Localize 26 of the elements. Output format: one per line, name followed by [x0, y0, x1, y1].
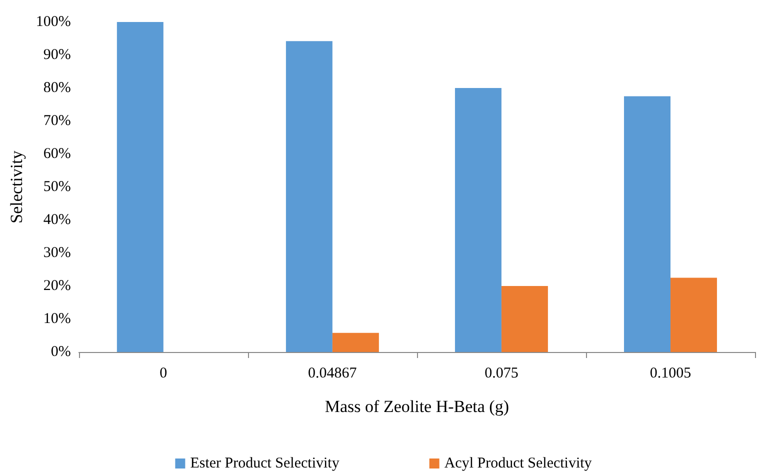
y-tick-label: 50% — [43, 179, 71, 195]
bar — [286, 41, 332, 352]
x-tick-label: 0.075 — [484, 366, 518, 382]
y-tick-label: 0% — [50, 344, 71, 360]
y-tick-label: 100% — [36, 14, 71, 30]
legend-label: Acyl Product Selectivity — [444, 456, 592, 472]
x-tick-label: 0.04867 — [308, 366, 358, 382]
x-tick-label: 0.1005 — [650, 366, 692, 382]
y-tick-label: 80% — [43, 80, 71, 96]
bar — [670, 278, 717, 352]
y-axis-title: Selectivity — [7, 150, 26, 224]
y-tick-label: 30% — [43, 245, 71, 261]
y-tick-label: 40% — [43, 212, 71, 228]
bar — [454, 88, 502, 352]
bar — [116, 22, 164, 352]
x-tick-label: 0 — [160, 366, 168, 382]
bar — [624, 96, 670, 352]
bar — [501, 286, 548, 352]
legend-label: Ester Product Selectivity — [190, 456, 340, 472]
y-tick-label: 10% — [43, 311, 71, 327]
y-tick-label: 20% — [43, 278, 71, 294]
y-tick-label: 70% — [43, 113, 71, 129]
y-tick-label: 90% — [43, 47, 71, 63]
y-tick-label: 60% — [43, 146, 71, 162]
x-axis-title: Mass of Zeolite H-Beta (g) — [324, 397, 510, 416]
bar — [332, 332, 379, 352]
